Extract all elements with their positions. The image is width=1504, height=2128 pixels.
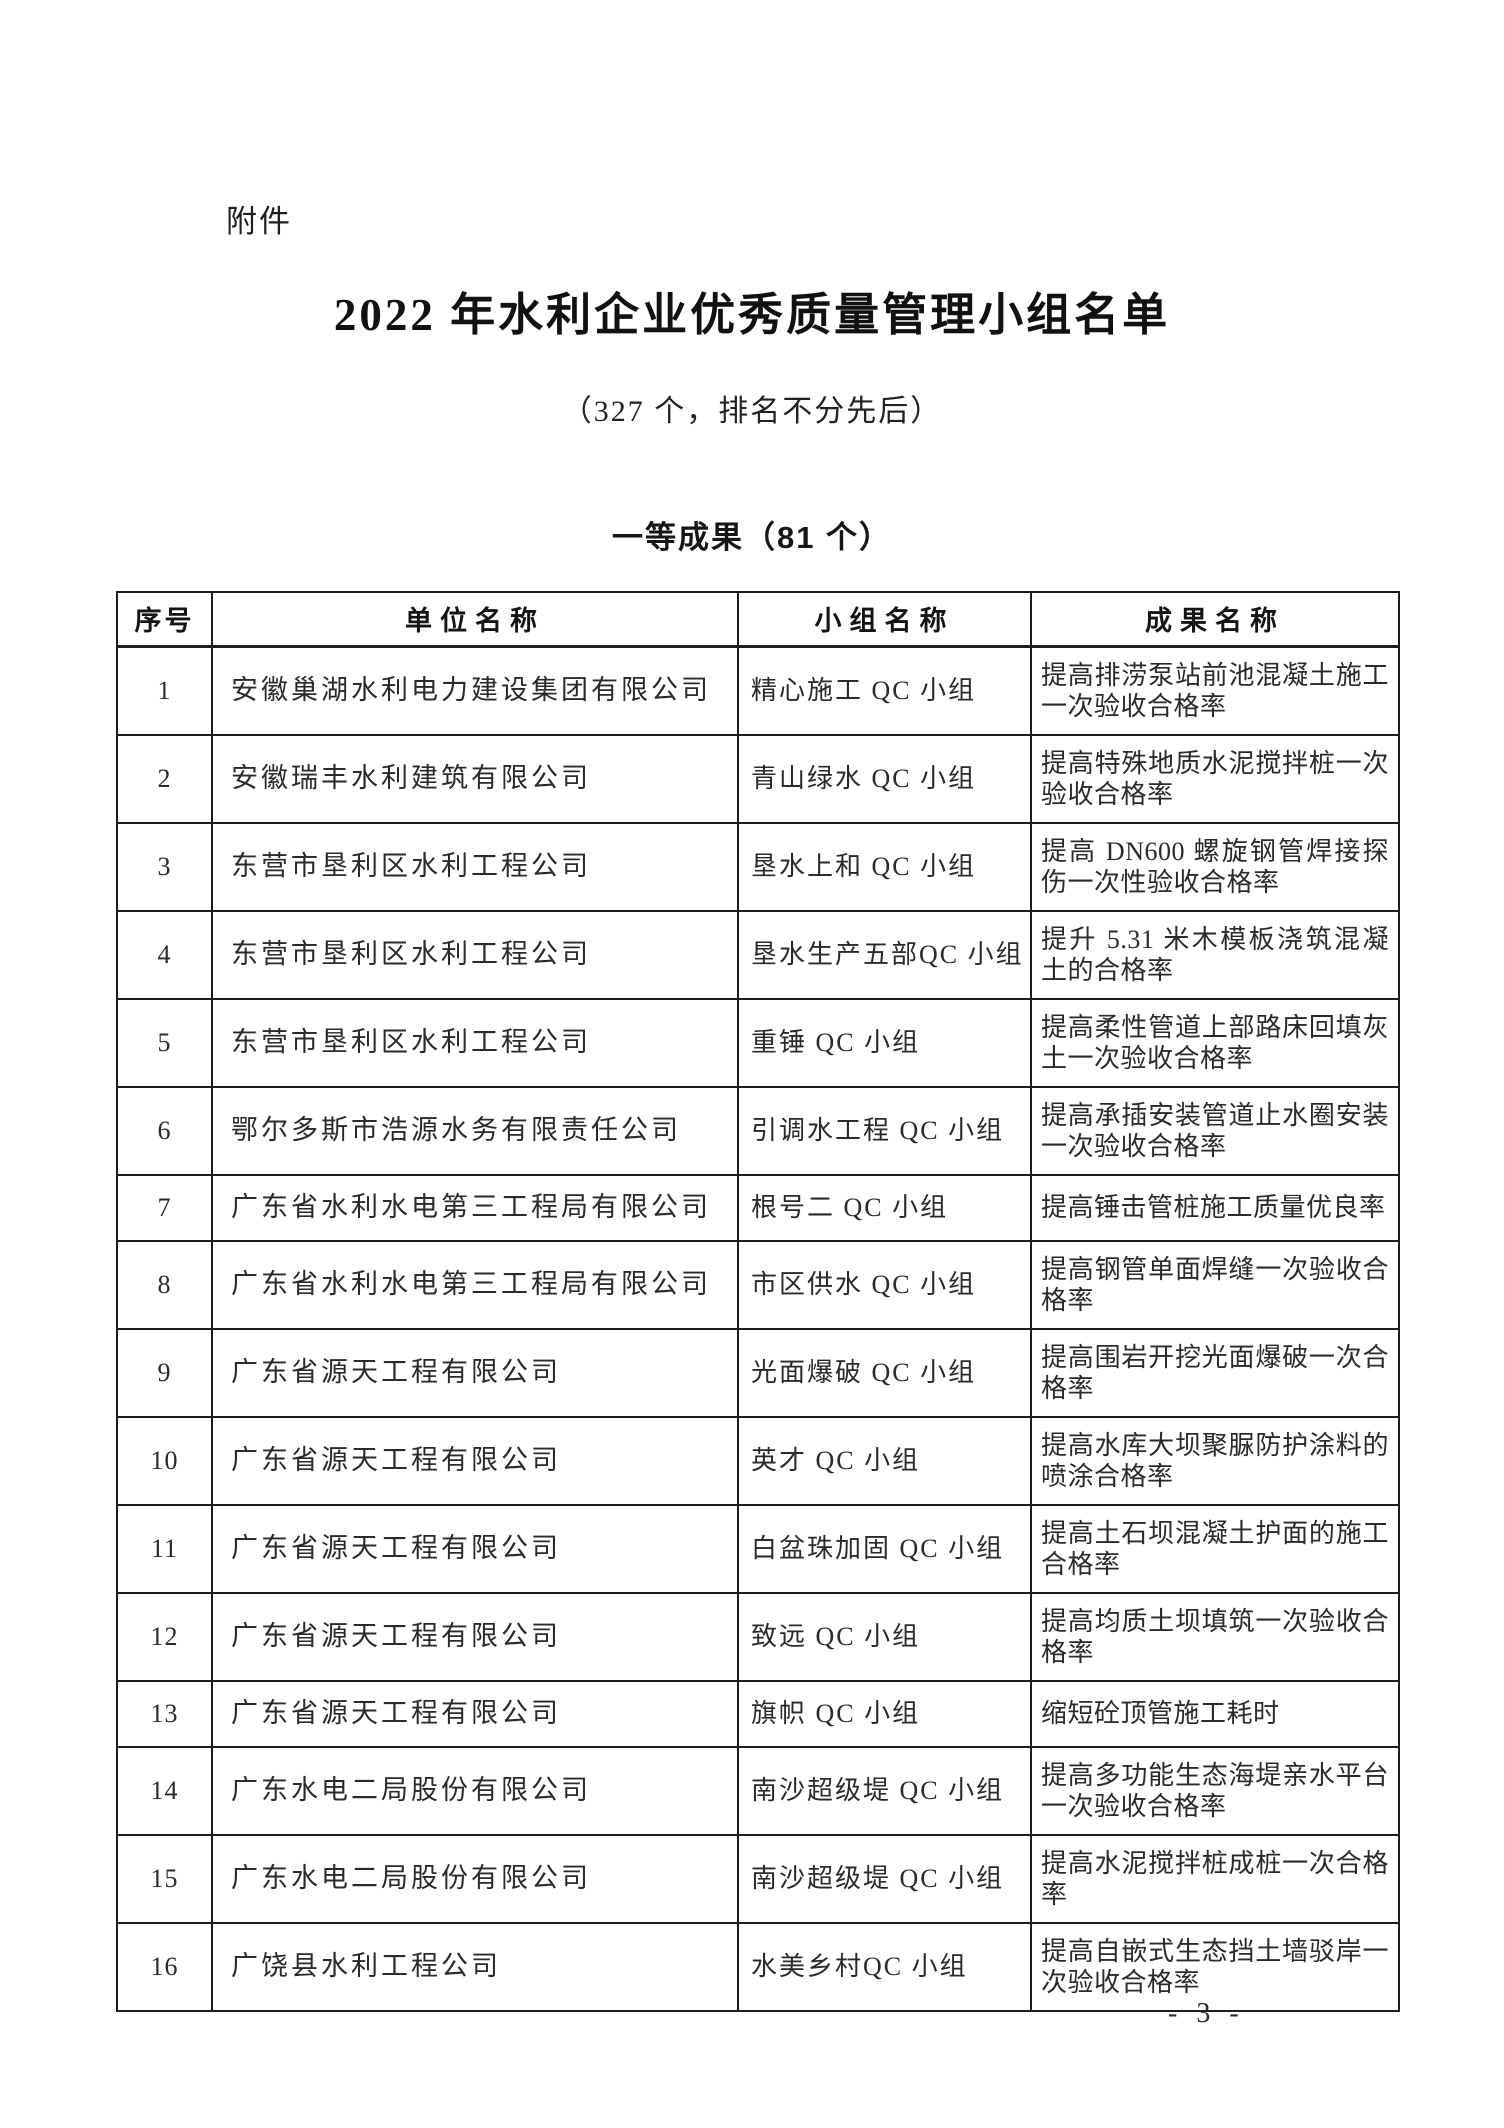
row-index-cell: 15 xyxy=(116,1833,213,1924)
result-name-cell: 提高特殊地质水泥搅拌桩一次验收合格率 xyxy=(1030,733,1400,824)
page-number: - 3 - xyxy=(1168,1998,1245,2029)
table-row: 15 广东水电二局股份有限公司 南沙超级堤 QC 小组 提高水泥搅拌桩成桩一次合… xyxy=(116,1833,1400,1924)
row-index-cell: 13 xyxy=(116,1679,213,1748)
table-row: 14 广东水电二局股份有限公司 南沙超级堤 QC 小组 提高多功能生态海堤亲水平… xyxy=(116,1745,1400,1836)
group-name-cell: 市区供水 QC 小组 xyxy=(737,1239,1032,1330)
result-name-cell: 提高排涝泵站前池混凝土施工一次验收合格率 xyxy=(1030,645,1400,736)
group-name-cell: 垦水上和 QC 小组 xyxy=(737,821,1032,912)
result-name-cell: 提高土石坝混凝土护面的施工合格率 xyxy=(1030,1503,1400,1594)
row-index-cell: 11 xyxy=(116,1503,213,1594)
results-table-body: 1 安徽巢湖水利电力建设集团有限公司 精心施工 QC 小组 提高排涝泵站前池混凝… xyxy=(116,645,1400,2012)
row-index-cell: 7 xyxy=(116,1173,213,1242)
section-heading-first-grade: 一等成果（81 个） xyxy=(611,520,893,555)
company-name-cell: 鄂尔多斯市浩源水务有限责任公司 xyxy=(211,1085,739,1176)
attachment-label: 附件 xyxy=(226,204,292,239)
group-name-cell: 光面爆破 QC 小组 xyxy=(737,1327,1032,1418)
table-row: 12 广东省源天工程有限公司 致远 QC 小组 提高均质土坝填筑一次验收合格率 xyxy=(116,1591,1400,1682)
results-table: 序号 单位名称 小组名称 成果名称 1 安徽巢湖水利电力建设集团有限公司 精心施… xyxy=(116,591,1400,2012)
group-name-cell: 垦水生产五部QC 小组 xyxy=(737,909,1032,1000)
company-name-cell: 广饶县水利工程公司 xyxy=(211,1921,739,2012)
table-row: 10 广东省源天工程有限公司 英才 QC 小组 提高水库大坝聚脲防护涂料的喷涂合… xyxy=(116,1415,1400,1506)
row-index-cell: 6 xyxy=(116,1085,213,1176)
result-name-cell: 提高钢管单面焊缝一次验收合格率 xyxy=(1030,1239,1400,1330)
company-name-cell: 东营市垦利区水利工程公司 xyxy=(211,997,739,1088)
table-row: 8 广东省水利水电第三工程局有限公司 市区供水 QC 小组 提高钢管单面焊缝一次… xyxy=(116,1239,1400,1330)
table-row: 11 广东省源天工程有限公司 白盆珠加固 QC 小组 提高土石坝混凝土护面的施工… xyxy=(116,1503,1400,1594)
table-row: 3 东营市垦利区水利工程公司 垦水上和 QC 小组 提高 DN600 螺旋钢管焊… xyxy=(116,821,1400,912)
company-name-cell: 广东省源天工程有限公司 xyxy=(211,1679,739,1748)
row-index-cell: 1 xyxy=(116,645,213,736)
group-name-cell: 水美乡村QC 小组 xyxy=(737,1921,1032,2012)
result-name-cell: 提高 DN600 螺旋钢管焊接探伤一次性验收合格率 xyxy=(1030,821,1400,912)
table-row: 1 安徽巢湖水利电力建设集团有限公司 精心施工 QC 小组 提高排涝泵站前池混凝… xyxy=(116,645,1400,736)
header-row: 序号 单位名称 小组名称 成果名称 xyxy=(116,591,1400,648)
row-index-cell: 14 xyxy=(116,1745,213,1836)
page-title: 2022 年水利企业优秀质量管理小组名单 xyxy=(333,290,1171,340)
row-index-cell: 8 xyxy=(116,1239,213,1330)
table-row: 2 安徽瑞丰水利建筑有限公司 青山绿水 QC 小组 提高特殊地质水泥搅拌桩一次验… xyxy=(116,733,1400,824)
table-row: 9 广东省源天工程有限公司 光面爆破 QC 小组 提高围岩开挖光面爆破一次合格率 xyxy=(116,1327,1400,1418)
group-name-cell: 青山绿水 QC 小组 xyxy=(737,733,1032,824)
company-name-cell: 广东水电二局股份有限公司 xyxy=(211,1833,739,1924)
results-table-header: 序号 单位名称 小组名称 成果名称 xyxy=(116,591,1400,648)
company-name-cell: 广东省源天工程有限公司 xyxy=(211,1591,739,1682)
group-name-cell: 南沙超级堤 QC 小组 xyxy=(737,1745,1032,1836)
row-index-cell: 16 xyxy=(116,1921,213,2012)
result-name-cell: 提高自嵌式生态挡土墙驳岸一次验收合格率 xyxy=(1030,1921,1400,2012)
row-index-cell: 12 xyxy=(116,1591,213,1682)
row-index-cell: 4 xyxy=(116,909,213,1000)
row-index-cell: 9 xyxy=(116,1327,213,1418)
company-name-cell: 安徽巢湖水利电力建设集团有限公司 xyxy=(211,645,739,736)
group-name-cell: 英才 QC 小组 xyxy=(737,1415,1032,1506)
company-name-cell: 广东省源天工程有限公司 xyxy=(211,1503,739,1594)
result-name-cell: 提高均质土坝填筑一次验收合格率 xyxy=(1030,1591,1400,1682)
company-name-cell: 广东省水利水电第三工程局有限公司 xyxy=(211,1239,739,1330)
company-name-cell: 广东省源天工程有限公司 xyxy=(211,1327,739,1418)
group-name-cell: 白盆珠加固 QC 小组 xyxy=(737,1503,1032,1594)
row-index-cell: 2 xyxy=(116,733,213,824)
group-name-cell: 重锤 QC 小组 xyxy=(737,997,1032,1088)
company-name-cell: 广东省源天工程有限公司 xyxy=(211,1415,739,1506)
group-name-cell: 旗帜 QC 小组 xyxy=(737,1679,1032,1748)
row-index-cell: 10 xyxy=(116,1415,213,1506)
result-name-cell: 提高水库大坝聚脲防护涂料的喷涂合格率 xyxy=(1030,1415,1400,1506)
group-name-cell: 致远 QC 小组 xyxy=(737,1591,1032,1682)
company-name-cell: 广东省水利水电第三工程局有限公司 xyxy=(211,1173,739,1242)
table-row: 6 鄂尔多斯市浩源水务有限责任公司 引调水工程 QC 小组 提高承插安装管道止水… xyxy=(116,1085,1400,1176)
column-header-company: 单位名称 xyxy=(211,591,739,648)
company-name-cell: 广东水电二局股份有限公司 xyxy=(211,1745,739,1836)
result-name-cell: 提高水泥搅拌桩成桩一次合格率 xyxy=(1030,1833,1400,1924)
row-index-cell: 3 xyxy=(116,821,213,912)
group-name-cell: 引调水工程 QC 小组 xyxy=(737,1085,1032,1176)
column-header-result: 成果名称 xyxy=(1030,591,1400,648)
result-name-cell: 提高锤击管桩施工质量优良率 xyxy=(1030,1173,1400,1242)
result-name-cell: 提高多功能生态海堤亲水平台一次验收合格率 xyxy=(1030,1745,1400,1836)
table-row: 5 东营市垦利区水利工程公司 重锤 QC 小组 提高柔性管道上部路床回填灰土一次… xyxy=(116,997,1400,1088)
company-name-cell: 安徽瑞丰水利建筑有限公司 xyxy=(211,733,739,824)
company-name-cell: 东营市垦利区水利工程公司 xyxy=(211,909,739,1000)
group-name-cell: 南沙超级堤 QC 小组 xyxy=(737,1833,1032,1924)
column-header-group: 小组名称 xyxy=(737,591,1032,648)
row-index-cell: 5 xyxy=(116,997,213,1088)
group-name-cell: 根号二 QC 小组 xyxy=(737,1173,1032,1242)
result-name-cell: 缩短砼顶管施工耗时 xyxy=(1030,1679,1400,1748)
table-row: 16 广饶县水利工程公司 水美乡村QC 小组 提高自嵌式生态挡土墙驳岸一次验收合… xyxy=(116,1921,1400,2012)
result-name-cell: 提高围岩开挖光面爆破一次合格率 xyxy=(1030,1327,1400,1418)
company-name-cell: 东营市垦利区水利工程公司 xyxy=(211,821,739,912)
column-header-index: 序号 xyxy=(116,591,213,648)
table-row: 13 广东省源天工程有限公司 旗帜 QC 小组 缩短砼顶管施工耗时 xyxy=(116,1679,1400,1748)
result-name-cell: 提高承插安装管道止水圈安装一次验收合格率 xyxy=(1030,1085,1400,1176)
group-name-cell: 精心施工 QC 小组 xyxy=(737,645,1032,736)
page-subtitle: （327 个，排名不分先后） xyxy=(561,395,943,428)
result-name-cell: 提高柔性管道上部路床回填灰土一次验收合格率 xyxy=(1030,997,1400,1088)
result-name-cell: 提升 5.31 米木模板浇筑混凝土的合格率 xyxy=(1030,909,1400,1000)
table-row: 4 东营市垦利区水利工程公司 垦水生产五部QC 小组 提升 5.31 米木模板浇… xyxy=(116,909,1400,1000)
table-row: 7 广东省水利水电第三工程局有限公司 根号二 QC 小组 提高锤击管桩施工质量优… xyxy=(116,1173,1400,1242)
